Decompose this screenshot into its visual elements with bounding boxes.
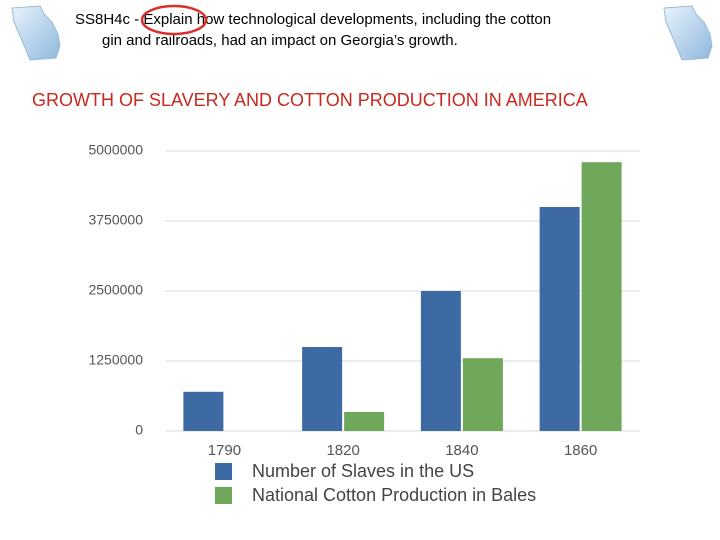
bar [539,207,580,431]
header-line: gin and railroads, had an impact on Geor… [102,32,458,49]
bar [420,291,461,431]
legend-label: Number of Slaves in the US [252,461,474,481]
y-tick-label: 0 [135,422,143,438]
x-tick-label: 1840 [445,442,478,459]
x-tick-label: 1790 [208,442,241,459]
legend-label: National Cotton Production in Bales [252,485,536,505]
y-tick-label: 1250000 [88,352,143,368]
x-tick-label: 1860 [564,442,597,459]
y-tick-label: 5000000 [88,142,143,158]
bar [581,162,622,431]
georgia-icon-right [663,5,713,61]
legend-swatch [215,487,232,504]
bar [302,347,343,431]
legend-swatch [215,463,232,480]
x-tick-label: 1820 [326,442,359,459]
georgia-icon-left [11,5,61,61]
bar [462,358,503,431]
header-line: SS8H4c - Explain how technological devel… [75,11,551,28]
chart-title: GROWTH OF SLAVERY AND COTTON PRODUCTION … [32,90,588,110]
y-tick-label: 3750000 [88,212,143,228]
highlight-circle [140,4,208,36]
bar [344,411,385,431]
y-tick-label: 2500000 [88,282,143,298]
bar [183,391,224,431]
chart: 0 1250000 2500000 3750000 5000000 1790 1820 184… [88,142,640,505]
